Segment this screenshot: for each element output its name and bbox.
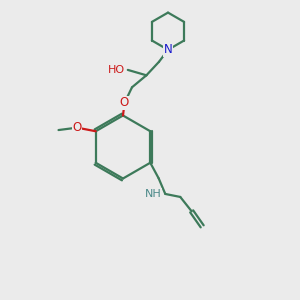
Text: NH: NH bbox=[145, 189, 162, 199]
Text: O: O bbox=[73, 121, 82, 134]
Text: N: N bbox=[164, 43, 172, 56]
Text: HO: HO bbox=[108, 65, 125, 75]
Text: O: O bbox=[120, 96, 129, 110]
Text: N: N bbox=[164, 43, 172, 56]
